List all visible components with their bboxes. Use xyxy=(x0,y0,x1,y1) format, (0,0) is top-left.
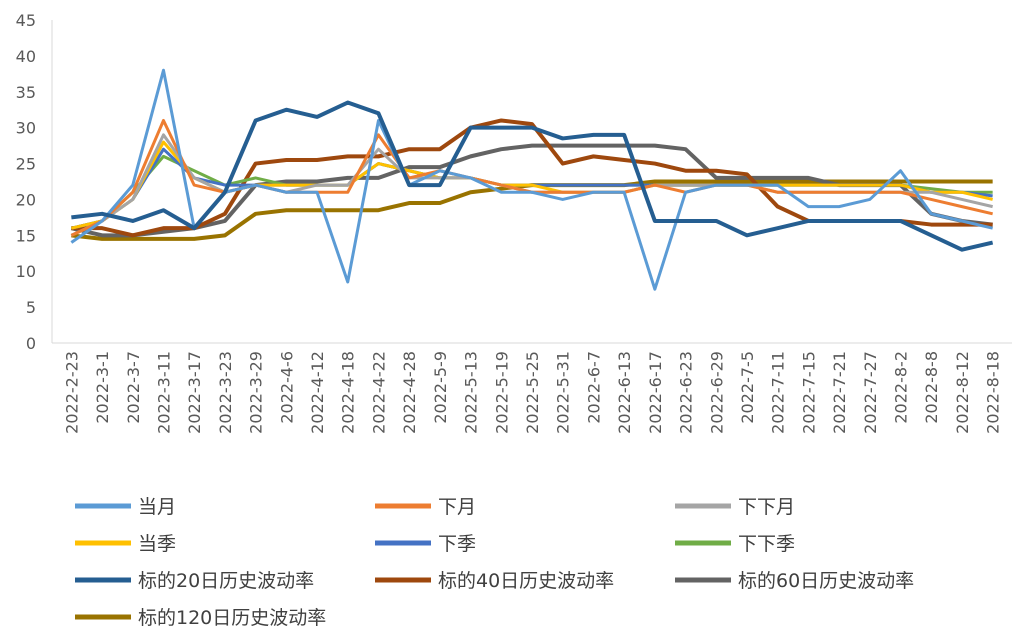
x-tick-label: 2022-3-1 xyxy=(93,351,112,424)
x-tick-label: 2022-4-12 xyxy=(308,351,327,434)
y-tick-label: 5 xyxy=(26,298,36,317)
x-tick-label: 2022-5-31 xyxy=(554,351,573,434)
legend-label: 当季 xyxy=(138,533,176,555)
x-tick-label: 2022-3-29 xyxy=(247,351,266,434)
x-tick-label: 2022-5-19 xyxy=(492,351,511,434)
legend-label: 当月 xyxy=(138,496,176,518)
x-tick-label: 2022-4-18 xyxy=(339,351,358,434)
x-tick-label: 2022-4-6 xyxy=(277,351,296,424)
x-tick-label: 2022-6-29 xyxy=(707,351,726,434)
legend-label: 下下季 xyxy=(738,533,795,555)
x-tick-label: 2022-6-17 xyxy=(646,351,665,434)
x-tick-label: 2022-7-21 xyxy=(830,351,849,434)
legend-label: 标的20日历史波动率 xyxy=(138,570,314,592)
legend-label: 标的120日历史波动率 xyxy=(138,607,326,629)
x-tick-label: 2022-2-23 xyxy=(62,351,81,434)
series-line xyxy=(71,100,994,252)
x-tick-label: 2022-8-8 xyxy=(922,351,941,424)
legend-label: 标的60日历史波动率 xyxy=(738,570,914,592)
x-tick-label: 2022-5-9 xyxy=(431,351,450,424)
x-tick-label: 2022-8-18 xyxy=(984,351,1003,434)
y-tick-label: 30 xyxy=(16,119,36,138)
x-tick-label: 2022-3-7 xyxy=(124,351,143,424)
y-tick-label: 10 xyxy=(16,262,36,281)
y-tick-label: 15 xyxy=(16,226,36,245)
x-tick-label: 2022-5-25 xyxy=(523,351,542,434)
x-tick-label: 2022-5-13 xyxy=(462,351,481,434)
x-tick-label: 2022-3-23 xyxy=(216,351,235,434)
x-tick-label: 2022-6-7 xyxy=(584,351,603,424)
x-tick-label: 2022-8-12 xyxy=(953,351,972,434)
legend-label: 下下月 xyxy=(738,496,795,518)
x-tick-label: 2022-4-28 xyxy=(400,351,419,434)
y-tick-label: 45 xyxy=(16,11,36,30)
y-tick-label: 0 xyxy=(26,334,36,353)
y-tick-label: 20 xyxy=(16,190,36,209)
x-tick-label: 2022-3-17 xyxy=(185,351,204,434)
legend-label: 下季 xyxy=(438,533,476,555)
x-tick-label: 2022-4-22 xyxy=(369,351,388,434)
x-tick-label: 2022-7-27 xyxy=(861,351,880,434)
x-tick-label: 2022-7-5 xyxy=(738,351,757,424)
x-tick-label: 2022-7-15 xyxy=(799,351,818,434)
x-tick-label: 2022-3-11 xyxy=(154,351,173,434)
y-tick-label: 35 xyxy=(16,83,36,102)
y-tick-label: 25 xyxy=(16,155,36,174)
x-tick-label: 2022-8-2 xyxy=(892,351,911,424)
legend-label: 标的40日历史波动率 xyxy=(438,570,614,592)
y-tick-label: 40 xyxy=(16,47,36,66)
legend-label: 下月 xyxy=(438,496,476,518)
x-tick-label: 2022-7-11 xyxy=(769,351,788,434)
x-tick-label: 2022-6-13 xyxy=(615,351,634,434)
x-tick-label: 2022-6-23 xyxy=(677,351,696,434)
